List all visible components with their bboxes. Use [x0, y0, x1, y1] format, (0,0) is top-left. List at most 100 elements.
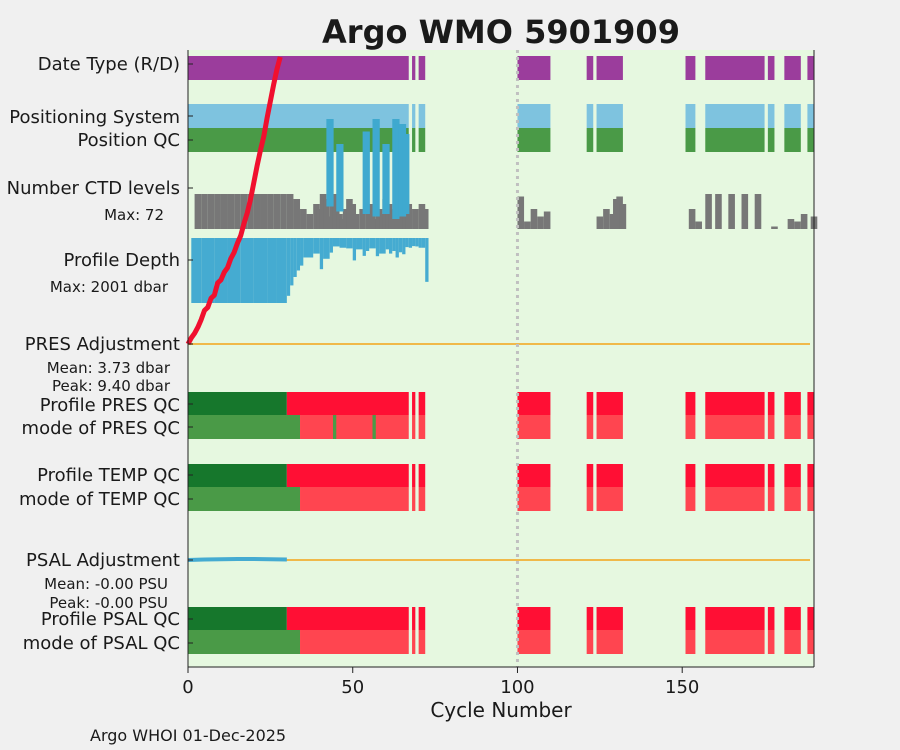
temp_qc-bad-segment — [286, 464, 409, 487]
profile-depth-bar — [329, 238, 333, 253]
positioning-segment — [596, 104, 623, 128]
annotation-ctd-max: Max: 72 — [104, 206, 164, 224]
temp_qc-bad-segment — [586, 464, 594, 487]
psal-adjustment-trend — [187, 557, 287, 562]
ctd-levels-bar — [293, 199, 301, 229]
temp_qc-bad-segment — [807, 464, 814, 487]
temp_qc-bad-segment — [596, 464, 623, 487]
annotation-pres-mean: Mean: 3.73 dbar — [47, 359, 171, 377]
profile-depth-bar — [290, 238, 294, 286]
pres-adjustment-trend — [185, 56, 283, 346]
row-label-mode-pres-qc: mode of PRES QC — [22, 418, 180, 439]
position_qc-segment — [685, 128, 696, 152]
row-label-profile-psal-qc: Profile PSAL QC — [41, 609, 180, 630]
profile-depth-bar — [356, 238, 363, 250]
profile-depth-bar — [319, 238, 324, 270]
profile-depth-bar — [286, 238, 291, 296]
date_type-segment — [784, 56, 801, 80]
chart-title: Argo WMO 5901909 — [322, 13, 680, 51]
ctd-levels-bar — [517, 196, 525, 229]
profile-depth-bar — [365, 238, 370, 251]
temp_mode-bad-segment — [418, 487, 426, 511]
profile-depth-bar — [392, 238, 396, 251]
ctd-levels-bar — [280, 194, 287, 229]
ctd-levels-bar — [530, 209, 538, 229]
profile-depth-bar — [375, 238, 380, 257]
pres_qc-bad-segment — [586, 392, 594, 415]
temp_mode-bad-segment — [517, 487, 551, 511]
positioning-segment — [188, 104, 409, 128]
positioning-segment — [586, 104, 594, 128]
row-label-positioning-system: Positioning System — [9, 107, 180, 128]
x-tick-label: 50 — [341, 677, 364, 698]
psal_qc-good-segment — [188, 607, 287, 630]
ctd-levels-bar — [412, 209, 419, 229]
temp_mode-bad-segment — [300, 487, 409, 511]
profile-depth-bar — [323, 238, 330, 259]
x-axis-label: Cycle Number — [430, 698, 572, 722]
date_type-segment — [685, 56, 696, 80]
profile-depth-bar — [362, 238, 366, 256]
profile-depth-bar — [385, 238, 389, 250]
pres_qc-good-segment — [188, 392, 287, 415]
temp_qc-bad-segment — [517, 464, 551, 487]
row-label-ctd-levels: Number CTD levels — [7, 178, 180, 199]
psal_mode-bad-segment — [418, 630, 426, 654]
psal_mode-bad-segment — [300, 630, 409, 654]
pres_qc-bad-segment — [596, 392, 623, 415]
psal_qc-bad-segment — [784, 607, 801, 630]
ctd-levels-outlier — [372, 119, 380, 217]
pres_mode-bad-segment — [596, 415, 623, 439]
annotation-pres-peak: Peak: 9.40 dbar — [52, 377, 171, 395]
plot-area — [188, 50, 814, 667]
pres_mode-bad-segment — [412, 415, 416, 439]
ctd-levels-bar — [524, 221, 531, 229]
ctd-levels-bar — [273, 194, 281, 229]
date_type-segment — [586, 56, 594, 80]
pres_qc-bad-segment — [418, 392, 426, 415]
ctd-levels-bar — [715, 194, 722, 229]
positioning-segment — [685, 104, 696, 128]
ctd-levels-bar — [352, 214, 360, 229]
row-label-date-type: Date Type (R/D) — [38, 54, 180, 75]
pres_mode-bad-segment — [586, 415, 594, 439]
temp_qc-bad-segment — [705, 464, 765, 487]
profile-depth-bar — [388, 238, 393, 254]
pres_qc-bad-segment — [412, 392, 416, 415]
temp_mode-bad-segment — [412, 487, 416, 511]
profile-depth-bar — [412, 238, 416, 247]
temp_mode-bad-segment — [807, 487, 814, 511]
positioning-segment — [705, 104, 765, 128]
temp_mode-bad-segment — [586, 487, 594, 511]
ctd-levels-bar — [787, 219, 795, 229]
pres-mode-good-spike — [372, 415, 376, 439]
pres_mode-good-segment — [188, 415, 301, 439]
position_qc-segment — [807, 128, 814, 152]
ctd-levels-bar — [695, 221, 702, 229]
temp_qc-bad-segment — [412, 464, 416, 487]
positioning-segment — [784, 104, 801, 128]
psal_mode-bad-segment — [596, 630, 623, 654]
profile-depth-bar — [425, 238, 429, 282]
data-layer — [185, 56, 818, 654]
pres_qc-bad-segment — [517, 392, 551, 415]
ctd-levels-bar — [214, 194, 221, 229]
positioning-segment — [767, 104, 775, 128]
position_qc-segment — [188, 128, 409, 152]
ctd-levels-outlier — [362, 131, 370, 214]
profile-depth-bar — [300, 238, 304, 266]
pres-mode-good-spike — [332, 415, 337, 439]
profile-depth-bar — [395, 238, 399, 258]
psal_mode-bad-segment — [807, 630, 814, 654]
date_type-segment — [705, 56, 765, 80]
profile-depth-bar — [191, 238, 202, 303]
profile-depth-bar — [293, 238, 297, 277]
ctd-levels-bar — [754, 194, 762, 229]
row-label-pres-adjustment: PRES Adjustment — [25, 334, 180, 355]
profile-depth-bar — [418, 238, 422, 248]
profile-depth-bar — [253, 238, 268, 303]
position_qc-segment — [412, 128, 416, 152]
temp_mode-bad-segment — [767, 487, 775, 511]
positioning-segment — [412, 104, 416, 128]
